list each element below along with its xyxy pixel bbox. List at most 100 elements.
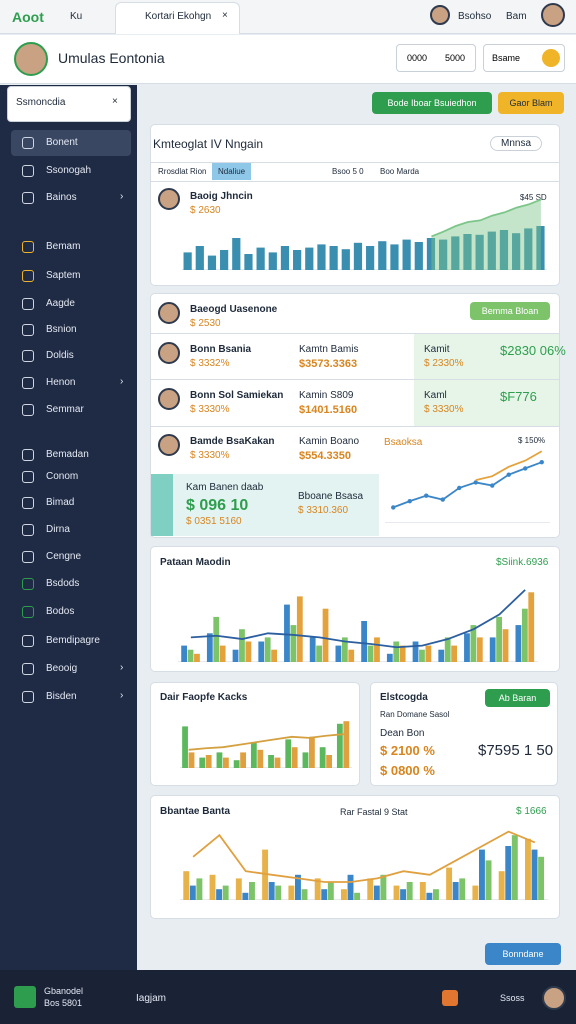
nav-item[interactable]: Aagde [46,298,75,309]
nav-item[interactable]: Bodos [46,606,75,617]
bar [271,649,277,662]
cta-button[interactable]: Bonndane [485,943,561,965]
header-button[interactable]: 0000 5000 [396,44,476,72]
bar [476,637,483,662]
bar [487,231,496,270]
point [424,493,429,498]
bar [264,637,271,662]
label: Kamit [424,344,450,355]
nav-item[interactable]: Semmar [46,404,84,415]
nav-item[interactable]: Bisden [46,691,77,702]
nav-item[interactable]: Bemadan [46,449,89,460]
nav-item[interactable]: Bainos [46,192,77,203]
nav-icon [22,241,34,253]
header-button[interactable]: Bsame [483,44,565,72]
nav-item[interactable]: Conom [46,471,79,482]
bar [451,645,457,662]
nav-icon [22,691,34,703]
bar [223,757,229,768]
bar [498,871,505,900]
person-value: $ 3330% [190,450,230,461]
bar [290,625,297,662]
search-box[interactable] [7,86,131,122]
chart [180,830,548,900]
avatar[interactable] [541,3,565,27]
bar [393,641,400,662]
button[interactable]: Bemma Bloan [470,302,550,320]
nav-icon [22,270,34,282]
secondary-button[interactable]: Gaor Blam [498,92,564,114]
bar [341,249,350,270]
avatar [14,42,48,76]
summary-value: $ 096 10 [186,497,249,514]
bar [316,645,322,662]
bar [245,641,252,662]
bar [195,246,204,270]
tab[interactable]: Ku [70,11,83,22]
bar [206,633,213,662]
menu[interactable]: Mnnsa [490,136,543,151]
bar [329,246,338,270]
clear-icon[interactable]: × [112,96,118,107]
tab[interactable]: Rrosdlat Rion [158,167,207,176]
active-tab[interactable] [115,2,240,34]
label: Dean Bon [380,728,425,739]
nav-item[interactable]: Cengne [46,551,82,562]
bar [438,649,445,662]
bar [209,874,216,900]
bar [205,755,212,768]
tab[interactable]: Bsoo 5 0 [332,167,364,176]
nav-item[interactable]: Bimad [46,497,75,508]
nav-item[interactable]: Ssonogah [46,165,92,176]
chart [180,721,352,768]
bar [268,755,274,768]
tab[interactable]: Boo Marda [380,167,420,176]
nav-item[interactable]: Henon [46,377,76,388]
button[interactable]: Ab Baran [485,689,550,707]
value: $ 0800 % [380,763,435,778]
avatar [158,388,180,410]
label: Kamin S809 [299,390,354,401]
nav-item[interactable]: Bonent [46,137,78,148]
nav-item[interactable]: Bemam [46,241,81,252]
tab[interactable]: Ndaliue [212,163,252,180]
bar [528,592,535,662]
line [188,733,344,751]
bar [309,736,315,768]
chevron: › [120,690,124,701]
bar [433,889,439,900]
nav-icon [22,298,34,310]
bar [412,641,419,662]
user[interactable]: Ssoss [500,993,525,1003]
search[interactable]: Iagjam [136,993,167,1004]
nav-item[interactable]: Bemdipagre [46,635,100,646]
panel-title: Bbantae Banta [160,806,231,817]
close-icon[interactable]: × [222,10,228,21]
bar [426,892,433,900]
bar [280,246,290,270]
nav-item[interactable]: Saptem [46,270,81,281]
nav-item[interactable]: Beooig [46,663,78,674]
nav-item[interactable]: Bsdods [46,578,80,589]
bar [194,653,200,662]
nav-icon [22,497,34,509]
bar [347,874,354,900]
person-name: Baeogd Uasenone [190,304,278,315]
user-name[interactable]: Bam [506,11,527,22]
user-name[interactable]: Bsohso [458,11,492,22]
avatar[interactable] [542,986,566,1010]
bar [361,621,367,662]
bar [496,616,502,662]
nav-item[interactable]: Bsnion [46,324,77,335]
icon[interactable] [442,990,458,1006]
bar [232,649,239,662]
brand-icon [14,986,36,1008]
person-name: Baoig Jhncin [190,191,253,202]
primary-button[interactable]: Bode Iboar Bsuiedhon [372,92,492,114]
nav-item[interactable]: Dirna [46,524,70,535]
bar [419,649,425,662]
nav-item[interactable]: Doldis [46,350,74,361]
header [0,35,576,84]
point [506,472,511,477]
nav-icon [22,663,34,675]
